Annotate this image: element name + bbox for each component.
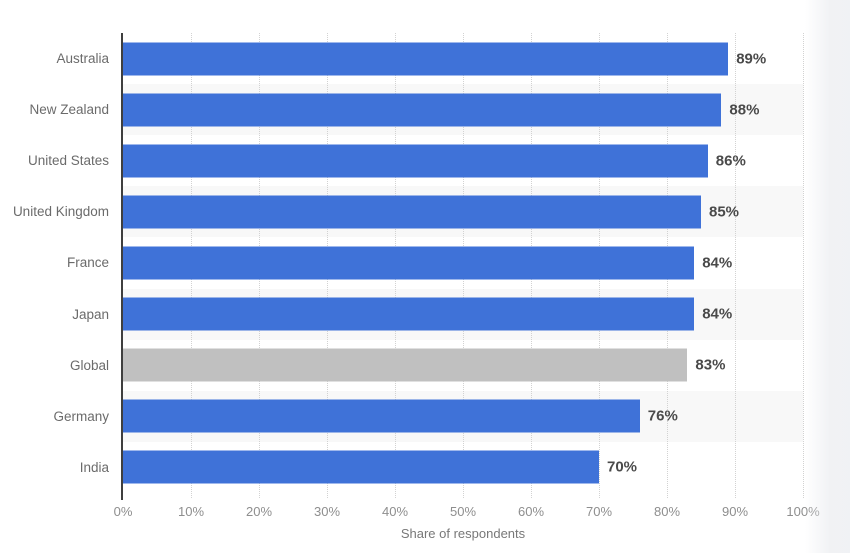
bar-value-label: 84%	[702, 254, 733, 272]
row-band: 85%	[123, 186, 803, 238]
x-tick-label: 100%	[786, 504, 820, 519]
x-axis: 0% 10% 20% 30% 40% 50% 60% 70% 80% 90% 100%	[114, 504, 820, 522]
row-band: 83%	[123, 340, 803, 391]
y-axis-line	[121, 33, 123, 500]
category-label: India	[79, 459, 109, 475]
bar-value-label: 86%	[715, 152, 746, 170]
category-label: Australia	[56, 51, 109, 67]
bar[interactable]	[123, 42, 729, 76]
bar-value-label: 84%	[702, 305, 733, 323]
bar-value-label: 83%	[695, 356, 726, 374]
chart-row: United States 86%	[0, 135, 803, 186]
category-label: Global	[69, 357, 109, 373]
row-band: 84%	[123, 288, 803, 340]
row-band: 88%	[123, 84, 803, 136]
x-axis-title: Share of respondents	[400, 526, 526, 541]
category-label: United Kingdom	[12, 204, 109, 220]
x-tick-label: 90%	[721, 504, 749, 519]
bar[interactable]	[123, 297, 695, 331]
x-tick-label: 20%	[245, 504, 273, 519]
category-label: Germany	[53, 408, 109, 424]
bar[interactable]	[123, 450, 599, 484]
row-band: 89%	[123, 33, 803, 84]
category-label: France	[66, 255, 109, 271]
bar[interactable]	[123, 93, 722, 127]
x-tick-label: 30%	[313, 504, 341, 519]
bar[interactable]	[123, 399, 640, 433]
bar[interactable]	[123, 348, 688, 382]
row-band: 70%	[123, 442, 803, 493]
category-label: United States	[27, 153, 109, 169]
x-tick-label: 70%	[585, 504, 613, 519]
bar-value-label: 89%	[736, 50, 767, 68]
row-band: 84%	[123, 237, 803, 288]
x-tick-label: 10%	[177, 504, 205, 519]
chart-row: India 70%	[0, 442, 803, 493]
row-band: 86%	[123, 135, 803, 186]
bar-value-label: 88%	[729, 101, 760, 119]
gridline	[803, 33, 804, 498]
bar[interactable]	[123, 144, 708, 178]
x-tick-label: 80%	[653, 504, 681, 519]
category-label: New Zealand	[29, 102, 109, 118]
row-band: 76%	[123, 390, 803, 442]
x-tick-label: 40%	[381, 504, 409, 519]
x-tick-label: 60%	[517, 504, 545, 519]
x-tick-label: 50%	[449, 504, 477, 519]
x-tick-label: 0%	[113, 504, 133, 519]
chart-row: Australia 89%	[0, 33, 803, 84]
chart-row: France 84%	[0, 237, 803, 288]
chart-row: Global 83%	[0, 340, 803, 391]
bar-value-label: 76%	[647, 407, 678, 425]
bar-value-label: 70%	[607, 458, 638, 476]
bar[interactable]	[123, 195, 701, 229]
right-edge-shadow	[805, 0, 850, 553]
bar[interactable]	[123, 246, 695, 280]
bar-value-label: 85%	[709, 203, 740, 221]
category-label: Japan	[72, 306, 109, 322]
